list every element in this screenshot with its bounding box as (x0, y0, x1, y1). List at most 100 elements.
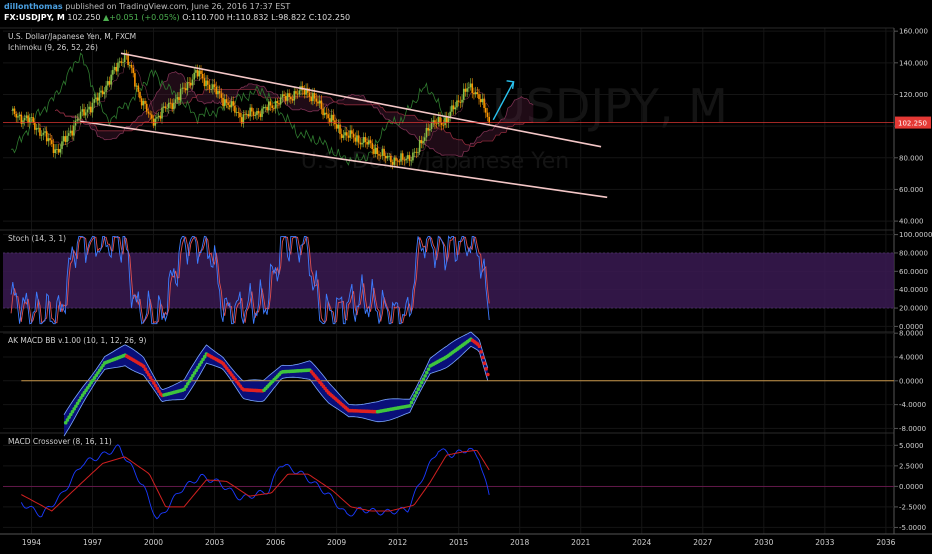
candle-body (271, 105, 273, 109)
x-tick-label: 2018 (510, 538, 529, 547)
candle-body (417, 151, 419, 153)
candle-body (266, 106, 268, 111)
macd-dot (414, 390, 419, 395)
candle-body (459, 101, 462, 103)
candle-body (210, 89, 212, 90)
stoch-y-tick-label: 60.0000 (899, 268, 928, 276)
candle-body (96, 97, 99, 101)
candle-body (115, 66, 118, 72)
candle-body (464, 88, 467, 92)
candle-body (186, 82, 189, 91)
candle-body (361, 142, 363, 145)
candle-body (154, 118, 157, 126)
candle-body (462, 88, 465, 100)
candle-body (122, 62, 124, 63)
candle-body (383, 148, 385, 156)
candle-body (117, 62, 119, 72)
candle-body (159, 115, 162, 119)
candle-body (101, 90, 104, 95)
candle-body (39, 127, 41, 136)
candle-body (91, 102, 94, 113)
x-tick-label: 2006 (266, 538, 285, 547)
candle-body (239, 112, 241, 118)
macd-dot (63, 420, 68, 425)
candle-body (476, 92, 479, 95)
symbol-label[interactable]: FX:USDJPY, M (4, 13, 65, 22)
candle-body (173, 102, 175, 110)
macd-dot (141, 364, 146, 369)
price-change: +0.051 (+0.05%) (109, 13, 180, 22)
candle-body (281, 94, 284, 98)
candle-body (254, 115, 257, 116)
macd-bb-label[interactable]: AK MACD BB v.1.00 (10, 1, 12, 26, 9) (8, 336, 147, 345)
macd-dot (153, 383, 158, 388)
last-price-tag-label: 102.250 (898, 120, 927, 128)
candle-body (73, 125, 75, 136)
candle-body (28, 117, 31, 123)
candle-body (108, 81, 111, 85)
candle-body (384, 155, 387, 159)
candle-body (88, 106, 90, 110)
macd-dot (423, 374, 427, 378)
signal-line (21, 449, 490, 512)
candle-body (69, 130, 72, 134)
macd_crossover-y-tick-label: -2.5000 (899, 503, 926, 511)
macd-dot (77, 398, 82, 403)
candle-body (27, 115, 29, 123)
candle-body (420, 140, 423, 144)
candle-body (446, 117, 448, 123)
candle-body (66, 135, 68, 142)
high-value: H:110.832 (226, 13, 269, 22)
candle-body (98, 92, 101, 101)
candle-body (342, 135, 345, 138)
candle-body (244, 114, 246, 116)
candle-body (61, 141, 63, 149)
macd-bb-upper (63, 331, 489, 416)
x-tick-label: 2030 (754, 538, 773, 547)
candle-body (15, 113, 18, 118)
candle-body (474, 92, 477, 95)
candle-body (435, 123, 438, 125)
candle-body (57, 149, 60, 153)
candle-body (434, 120, 436, 124)
candle-body (200, 70, 202, 74)
low-value: L:98.822 (271, 13, 307, 22)
candle-body (245, 114, 248, 115)
stoch-label[interactable]: Stoch (14, 3, 1) (8, 234, 67, 243)
channel-upper-line (120, 52, 602, 148)
macd-dot (67, 415, 71, 419)
ichimoku-label[interactable]: Ichimoku (9, 26, 52, 26) (8, 43, 98, 52)
candle-body (269, 101, 272, 106)
candle-body (47, 138, 50, 142)
price-pane-title[interactable]: U.S. Dollar/Japanese Yen, M, FXCM (8, 32, 137, 41)
last-price: 102.250 (67, 13, 101, 22)
candle-body (37, 127, 40, 129)
candle-body (325, 112, 328, 115)
macd-dot (196, 365, 200, 370)
macd-dot (74, 404, 78, 408)
candle-body (486, 112, 489, 117)
candle-body (371, 143, 374, 150)
author-link[interactable]: dillonthomas (4, 2, 63, 11)
candle-body (378, 154, 380, 156)
candle-body (273, 108, 275, 109)
candle-body (262, 107, 265, 109)
candle-body (393, 157, 396, 165)
candle-body (468, 87, 470, 89)
candle-body (217, 90, 219, 95)
macd-dot (199, 360, 204, 364)
candle-body (291, 98, 294, 101)
macd_crossover-y-tick-label: -5.0000 (899, 524, 926, 532)
macd-dot (182, 387, 187, 391)
candle-body (457, 100, 460, 102)
candle-body (337, 124, 340, 129)
candle-body (323, 112, 326, 116)
candle-body (212, 84, 214, 90)
candle-body (279, 97, 282, 105)
macd-crossover-label[interactable]: MACD Crossover (8, 16, 11) (8, 437, 112, 446)
candle-body (62, 136, 65, 142)
macd-dot (202, 354, 207, 359)
candle-body (106, 81, 109, 86)
candle-body (162, 106, 165, 108)
